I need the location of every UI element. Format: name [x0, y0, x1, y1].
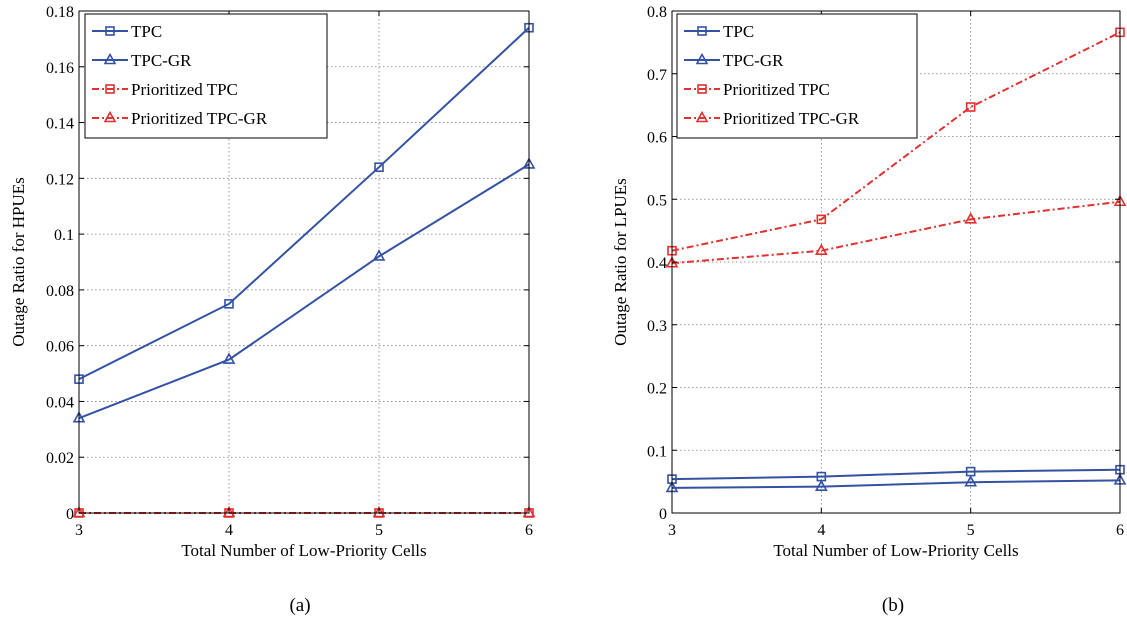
series-line-prioritized-tpc: [671, 31, 1121, 252]
data-point-marker: [72, 505, 86, 518]
x-tick-label: 5: [967, 522, 975, 539]
legend-entry-label: TPC: [131, 22, 162, 41]
series-line-tpc: [78, 27, 530, 381]
x-tick-label: 3: [668, 522, 676, 539]
legend-entry-label: Prioritized TPC: [131, 80, 238, 99]
chart-panel-a: 0 0.02 0.04 0.06 0.08 0.1 0.12 0.14 0.16 0.18 3 4 5 6…: [9, 4, 536, 616]
legend-entry-label: Prioritized TPC: [723, 80, 830, 99]
series-line-tpc-gr: [671, 479, 1121, 489]
y-axis-label: Outage Ratio for HPUEs: [9, 177, 28, 347]
y-tick-label: 0.02: [46, 450, 74, 467]
data-point-marker: [964, 212, 978, 224]
y-tick-label: 0.12: [46, 171, 74, 188]
y-axis-label: Outage Ratio for LPUEs: [611, 178, 630, 346]
y-tick-label: 0.6: [647, 130, 667, 147]
data-point-marker: [814, 243, 828, 256]
data-point-marker: [522, 505, 536, 518]
y-tick-label: 0.1: [647, 443, 667, 460]
y-tick-label: 0.18: [46, 4, 74, 21]
y-tick-label: 0.16: [46, 60, 74, 77]
data-point-marker: [224, 299, 234, 309]
data-point-marker: [222, 505, 236, 518]
legend-swatch-marker: [697, 26, 707, 36]
chart-panel-b: 0 0.1 0.2 0.3 0.4 0.5 0.6 0.7 0.8 3 4 5 6 Total Numbe…: [611, 4, 1127, 616]
x-axis-label: Total Number of Low-Priority Cells: [181, 541, 426, 560]
y-tick-label: 0.3: [647, 318, 667, 335]
y-tick-label: 0: [66, 506, 74, 523]
data-point-marker: [372, 505, 386, 518]
legend-swatch-marker: [695, 110, 709, 123]
y-tick-label: 0.2: [647, 381, 667, 398]
legend-swatch-marker: [103, 52, 117, 65]
series-line-tpc-gr: [78, 163, 530, 420]
y-tick-label: 0.8: [647, 4, 667, 21]
panel-caption: (b): [882, 595, 904, 616]
y-tick-label: 0.08: [46, 283, 74, 300]
x-tick-label: 6: [525, 522, 533, 539]
data-point-marker: [965, 102, 976, 112]
series-line-tpc: [671, 468, 1121, 481]
y-tick-label: 0.5: [647, 192, 667, 209]
data-point-marker: [222, 352, 236, 364]
legend-entry-label: TPC-GR: [131, 51, 192, 70]
data-point-marker: [816, 214, 827, 225]
legend: TPC TPC-GR Prioritized TPC Prioritized TPC-…: [84, 13, 328, 139]
legend-swatch-marker: [695, 52, 709, 65]
data-point-marker: [372, 249, 386, 261]
x-tick-label: 6: [1116, 522, 1124, 539]
y-tick-label: 0.04: [46, 394, 74, 411]
x-tick-label: 3: [75, 522, 83, 539]
legend-swatch-marker: [105, 26, 115, 36]
x-tick-label: 4: [225, 522, 233, 539]
data-point-marker: [814, 479, 828, 491]
legend-swatch-marker: [105, 84, 115, 94]
legend-entry-label: Prioritized TPC-GR: [723, 109, 860, 128]
panel-caption: (a): [289, 595, 310, 616]
y-tick-label: 0.7: [647, 67, 667, 84]
legend-entry-label: TPC: [723, 22, 754, 41]
y-tick-label: 0.06: [46, 339, 74, 356]
x-tick-label: 4: [817, 522, 825, 539]
x-axis-label: Total Number of Low-Priority Cells: [773, 541, 1018, 560]
legend-entry-label: Prioritized TPC-GR: [131, 109, 268, 128]
y-tick-label: 0.4: [647, 255, 667, 272]
y-tick-label: 0: [659, 506, 667, 523]
x-tick-label: 5: [375, 522, 383, 539]
legend-swatch-marker: [697, 84, 707, 94]
legend: TPC TPC-GR Prioritized TPC Prioritized TPC-…: [676, 13, 918, 139]
series-line-prioritized-tpc-gr: [671, 200, 1121, 265]
data-point-marker: [964, 475, 978, 487]
y-tick-label: 0.1: [54, 227, 74, 244]
plot-area-frame: [78, 10, 530, 514]
data-point-marker: [374, 162, 384, 172]
y-tick-label: 0.14: [46, 116, 74, 133]
legend-entry-label: TPC-GR: [723, 51, 784, 70]
legend-swatch-marker: [103, 110, 117, 123]
